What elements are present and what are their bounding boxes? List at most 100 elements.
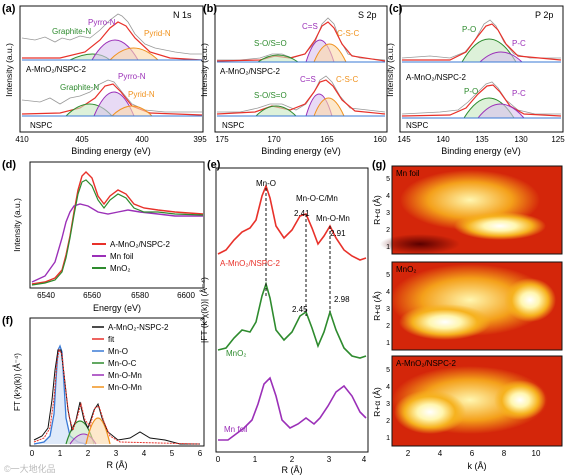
panel-f-data [33, 349, 200, 445]
panel-g-ytick: 3 [386, 210, 390, 217]
panel-a-top-fit [22, 21, 203, 61]
panel-d-xticks: 6540 6560 6580 6600 [37, 291, 195, 300]
panel-f-xticks: 0 1 2 3 4 5 6 [30, 449, 203, 458]
panel-d-xtick: 6540 [37, 291, 55, 300]
panel-g-ytick: 5 [386, 176, 390, 183]
panel-f-peak-mnomn2 [85, 417, 111, 445]
panel-g-xtick: 4 [438, 449, 443, 458]
panel-g-map-frame [391, 261, 563, 351]
panel-g-xticks: 2 4 6 8 10 [406, 449, 541, 458]
panel-g-map-label: A-MnO₂/NSPC-2 [396, 359, 457, 368]
panel-a-xtick: 400 [135, 135, 149, 144]
panel-f-legend-label: Mn-O-Mn [108, 383, 142, 392]
panel-a-top-label-pyrro: Pyrro-N [88, 18, 116, 27]
panel-b-top-label-csc: C-S-C [337, 29, 359, 38]
panel-g-xtick: 6 [470, 449, 475, 458]
panel-a-frame [19, 5, 204, 133]
panel-g-map-dark [380, 234, 460, 254]
panel-g-ytick: 2 [386, 323, 390, 330]
panel-e-xtick: 3 [327, 455, 332, 464]
panel-c-title: P 2p [535, 10, 553, 20]
panel-g-ytick: 5 [386, 367, 390, 374]
panel-e-xtick: 1 [253, 455, 258, 464]
panel-d-trace-mno2 [31, 179, 204, 286]
panel-c: (c) P 2p Intensity (a.u.) P-O P-C A-MnO₂… [385, 3, 565, 156]
panel-e-label-mno2: MnO₂ [226, 349, 246, 358]
panel-e-anno-mnoc: Mn-O-C/Mn [296, 194, 338, 203]
panel-e-xtick: 2 [290, 455, 295, 464]
panel-b-bottom-label-cs: C=S [300, 75, 316, 84]
panel-c-xtick: 135 [475, 135, 489, 144]
panel-e-ylabel: |FT (k³χ(k))| (Å⁻⁴) [199, 277, 209, 343]
panel-g-xlabel: k (Å) [468, 461, 487, 471]
panel-f-xtick: 2 [86, 449, 91, 458]
panel-g-ytick: 4 [386, 289, 390, 296]
panel-e-anno-245: 2.45 [292, 305, 308, 314]
panel-f: (f) FT (k³χ(k)) (Å⁻⁴) A-MnO₂-NSPC-2 fit … [2, 315, 205, 470]
panel-e-frame [215, 167, 369, 453]
panel-c-xtick: 130 [514, 135, 528, 144]
panel-a-bottom-sample: NSPC [30, 121, 52, 130]
panel-c-top-sample: A-MnO₂/NSPC-2 [406, 73, 467, 82]
panel-c-bottom-label-pc: P-C [512, 89, 526, 98]
panel-e-tag: (e) [207, 159, 221, 171]
panel-e-anno-mnomn: Mn-O-Mn [316, 214, 350, 223]
panel-g-ylabel: R+α (Å) [372, 291, 382, 321]
panel-d-legend-label: Mn foil [110, 252, 134, 261]
panel-b-xtick: 165 [320, 135, 334, 144]
panel-g-ytick: 1 [386, 340, 390, 347]
panel-c-bottom-raw [401, 81, 561, 115]
panel-a-top-sample: A-MnO₂/NSPC-2 [26, 65, 87, 74]
panel-b-bottom-so [255, 105, 297, 117]
panel-b-title: S 2p [358, 10, 377, 20]
panel-f-legend: A-MnO₂-NSPC-2 fit Mn-O Mn-O-C Mn-O-Mn Mn… [92, 323, 169, 392]
panel-a-title: N 1s [173, 10, 192, 20]
panel-c-xtick: 125 [551, 135, 565, 144]
panel-g-map-frame [391, 355, 563, 447]
panel-a-bottom-label-pyrro: Pyrro-N [118, 72, 146, 81]
panel-a-top-label-pyrid: Pyrid-N [144, 29, 171, 38]
panel-d-xlabel: Energy (eV) [93, 303, 141, 313]
panel-f-tag: (f) [2, 315, 13, 327]
panel-c-frame [399, 5, 564, 133]
panel-c-top-label-pc: P-C [512, 39, 526, 48]
panel-d-trace-a [31, 171, 204, 285]
panel-a-top-pyrid [109, 47, 159, 61]
panel-f-xtick: 5 [170, 449, 175, 458]
panel-b-top-csc [313, 43, 347, 63]
panel-b-bottom-csc [313, 97, 345, 117]
panel-g-yticks: 1 2 3 4 5 1 2 3 4 5 1 2 3 4 5 [386, 176, 390, 442]
panel-g-map-foil: Mn foil [380, 165, 563, 255]
panel-e-anno-298: 2.98 [334, 295, 350, 304]
panel-b-top-sample: A-MnO₂/NSPC-2 [220, 67, 281, 76]
panel-g-ytick: 4 [386, 384, 390, 391]
panel-e-label-foil: Mn foil [224, 425, 248, 434]
panel-b-xlabel: Binding energy (eV) [261, 146, 341, 156]
panel-e-xtick: 4 [362, 455, 367, 464]
panel-f-legend-label: fit [108, 335, 115, 344]
panel-c-ylabel: Intensity (a.u.) [385, 43, 395, 97]
panel-c-bottom-pc [477, 103, 525, 119]
panel-b-top-label-so: S-O/S=O [254, 39, 287, 48]
panel-e-trace-mno2 [217, 281, 367, 359]
panel-c-top-pc [479, 51, 523, 63]
panel-b-xtick: 175 [215, 135, 229, 144]
panel-g-ytick: 1 [386, 435, 390, 442]
panel-d-trace-foil [31, 203, 203, 283]
panel-g-map-a: A-MnO₂/NSPC-2 [391, 355, 563, 447]
panel-a-bottom-pyrid [111, 105, 153, 117]
panel-b-tag: (b) [203, 3, 217, 15]
panel-b-top-raw [217, 17, 386, 61]
panel-d-xtick: 6560 [83, 291, 101, 300]
panel-c-bottom-label-po: P-O [464, 87, 478, 96]
panel-c-bottom-fit [401, 84, 562, 117]
panel-g-map-blob [494, 380, 546, 420]
panel-b-top-so [257, 54, 299, 63]
panel-d-ylabel: Intensity (a.u.) [12, 198, 22, 252]
panel-e: (e) |FT (k³χ(k))| (Å⁻⁴) Mn-O Mn-O-C/Mn M… [199, 159, 369, 475]
watermark: ©一大地化品 [4, 463, 56, 474]
panel-d-xtick: 6580 [131, 291, 149, 300]
panel-e-trace-foil [218, 376, 367, 441]
panel-f-legend-label: Mn-O [108, 347, 128, 356]
